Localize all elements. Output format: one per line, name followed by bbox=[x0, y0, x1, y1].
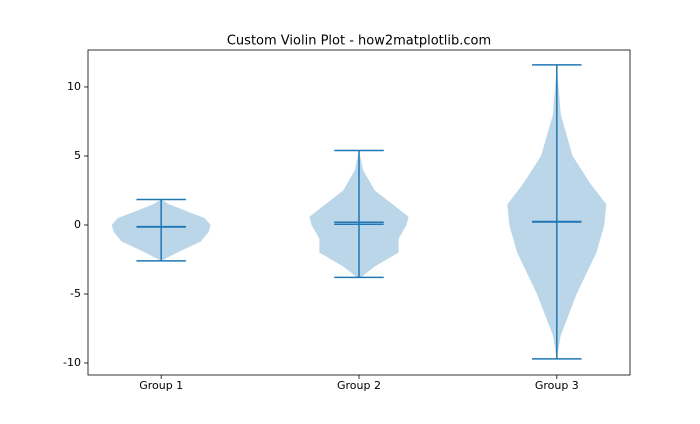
y-tick-label: -10 bbox=[63, 356, 81, 369]
y-tick-label: 5 bbox=[74, 149, 81, 162]
chart-title: Custom Violin Plot - how2matplotlib.com bbox=[227, 34, 491, 49]
x-tick-label: Group 2 bbox=[337, 379, 381, 392]
x-tick-label: Group 1 bbox=[139, 379, 183, 392]
y-tick-label: 10 bbox=[67, 80, 81, 93]
y-tick-label: 0 bbox=[74, 218, 81, 231]
x-tick-label: Group 3 bbox=[535, 379, 579, 392]
y-tick-label: -5 bbox=[70, 287, 81, 300]
